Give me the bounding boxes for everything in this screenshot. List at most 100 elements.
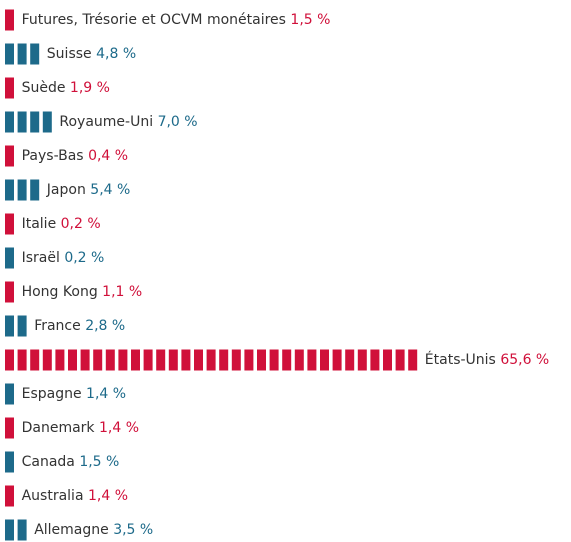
bar-block	[5, 451, 14, 473]
bar-block	[5, 383, 14, 405]
bar-block	[143, 349, 153, 371]
bar-block	[408, 349, 418, 371]
bar	[5, 349, 418, 371]
category-label: Israël	[22, 250, 60, 266]
category-label: Australia	[22, 488, 84, 504]
value-label: 1,4 %	[99, 420, 139, 436]
value-label: 65,6 %	[500, 352, 549, 368]
bar-block	[345, 349, 355, 371]
bar	[5, 213, 14, 235]
value-label: 1,5 %	[79, 454, 119, 470]
bar-block	[5, 315, 14, 337]
bar-block	[118, 349, 128, 371]
bar-block	[17, 315, 27, 337]
bar-block	[30, 179, 40, 201]
bar-block	[244, 349, 254, 371]
bar	[5, 43, 40, 65]
bar-block	[5, 281, 14, 303]
bar-block	[42, 349, 52, 371]
value-label: 1,4 %	[86, 386, 126, 402]
category-label: Suisse	[47, 46, 92, 62]
bar	[5, 179, 40, 201]
bar-block	[105, 349, 115, 371]
bar-block	[231, 349, 241, 371]
bar-block	[332, 349, 342, 371]
bar-label: Israël 0,2 %	[22, 250, 105, 266]
value-label: 5,4 %	[90, 182, 130, 198]
bar	[5, 111, 52, 133]
category-label: Suède	[22, 80, 66, 96]
bar-label: Canada 1,5 %	[22, 454, 120, 470]
bar-block	[5, 145, 14, 167]
bar-label: Espagne 1,4 %	[22, 386, 126, 402]
bar-block	[30, 43, 40, 65]
bar-label: Hong Kong 1,1 %	[22, 284, 143, 300]
value-label: 1,9 %	[70, 80, 110, 96]
bar-label: Royaume-Uni 7,0 %	[59, 114, 197, 130]
bar-block	[269, 349, 279, 371]
bar	[5, 247, 14, 269]
category-label: Danemark	[22, 420, 96, 436]
bar-block	[307, 349, 317, 371]
category-label: Futures, Trésorie et OCVM monétaires	[22, 12, 286, 28]
bar	[5, 145, 14, 167]
bar-block	[93, 349, 103, 371]
bar-label: Allemagne 3,5 %	[34, 522, 153, 538]
bar-block	[30, 349, 40, 371]
bar-block	[395, 349, 405, 371]
bar-block	[257, 349, 266, 371]
category-label: Allemagne	[34, 522, 109, 538]
bar-block	[5, 179, 14, 201]
bar-block	[80, 349, 90, 371]
bar-label: Australia 1,4 %	[22, 488, 128, 504]
value-label: 4,8 %	[96, 46, 136, 62]
bar-label: Pays-Bas 0,4 %	[22, 148, 129, 164]
bar	[5, 77, 14, 99]
bar-block	[42, 111, 52, 133]
bar-block	[219, 349, 229, 371]
category-label: Canada	[22, 454, 75, 470]
bar-block	[5, 213, 14, 235]
bar	[5, 451, 14, 473]
bar-block	[17, 519, 27, 541]
bar-block	[294, 349, 304, 371]
bar	[5, 315, 27, 337]
category-label: France	[34, 318, 81, 334]
bar-block	[5, 519, 14, 541]
bar-label: Suisse 4,8 %	[47, 46, 136, 62]
category-label: Hong Kong	[22, 284, 98, 300]
value-label: 0,4 %	[88, 148, 128, 164]
bar-block	[17, 349, 27, 371]
bar-label: Danemark 1,4 %	[22, 420, 139, 436]
bar-block	[5, 485, 14, 507]
bar-block	[320, 349, 329, 371]
bar-block	[30, 111, 40, 133]
category-label: Italie	[22, 216, 57, 232]
bar-block	[5, 77, 14, 99]
bar-block	[131, 349, 140, 371]
category-label: Espagne	[22, 386, 82, 402]
category-label: États-Unis	[425, 351, 496, 368]
value-label: 1,4 %	[88, 488, 128, 504]
bar-block	[370, 349, 380, 371]
bar-block	[55, 349, 65, 371]
category-label: Royaume-Uni	[59, 114, 153, 130]
bar-label: Italie 0,2 %	[22, 216, 101, 232]
value-label: 0,2 %	[61, 216, 101, 232]
bar-block	[17, 111, 27, 133]
value-label: 1,1 %	[102, 284, 142, 300]
bar-block	[5, 349, 14, 371]
bar	[5, 281, 14, 303]
bar-block	[5, 247, 14, 269]
value-label: 2,8 %	[85, 318, 125, 334]
bar-block	[156, 349, 166, 371]
bar-label: Futures, Trésorie et OCVM monétaires 1,5…	[22, 12, 331, 28]
bar-block	[168, 349, 178, 371]
bar	[5, 519, 27, 541]
bar-label: Japon 5,4 %	[46, 182, 131, 198]
bar-block	[5, 9, 14, 31]
bar-block	[5, 417, 14, 439]
bar-block	[5, 111, 14, 133]
bar-block	[383, 349, 392, 371]
